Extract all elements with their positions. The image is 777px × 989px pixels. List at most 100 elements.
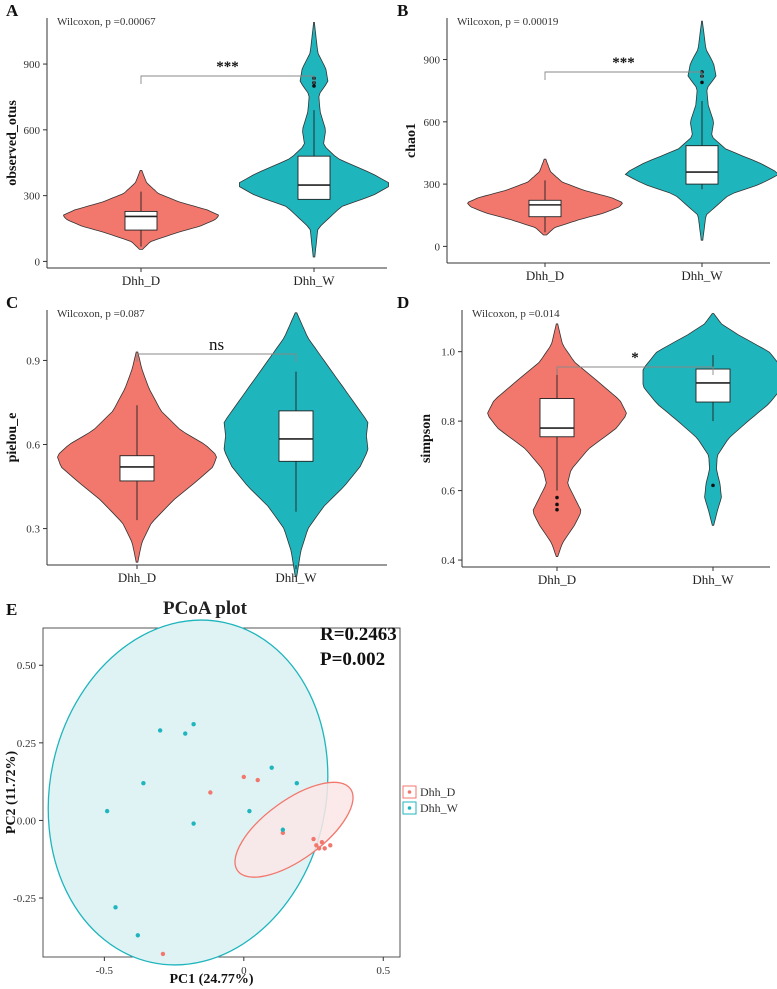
scatter-point-Dhh_W — [247, 808, 252, 814]
p-statistic: P=0.002 — [320, 649, 385, 670]
scatter-point-Dhh_W — [141, 780, 146, 786]
category-label: Dhh_D — [526, 268, 564, 283]
x-axis-label: PC1 (24.77%) — [170, 972, 254, 987]
panel-letter: E — [6, 600, 17, 619]
scatter-point-Dhh_D — [314, 843, 319, 848]
y-axis-label: pielou_e — [5, 413, 20, 463]
wilcoxon-stat-text: Wilcoxon, p =0.014 — [472, 308, 560, 320]
scatter-point-Dhh_D — [241, 774, 247, 780]
y-tick-label: 900 — [24, 59, 41, 71]
panel-letter: C — [6, 293, 18, 312]
scatter-point-Dhh_W — [280, 827, 286, 832]
violin-Dhh_W — [624, 20, 777, 241]
scatter-point-Dhh_D — [280, 830, 286, 836]
wilcoxon-stat-text: Wilcoxon, p =0.00067 — [57, 16, 156, 28]
panel-letter: B — [397, 1, 408, 20]
y-tick-label: 300 — [24, 191, 41, 203]
boxplot-Dhh_D — [528, 199, 562, 218]
category-label: Dhh_W — [275, 570, 317, 585]
panel-letter: D — [397, 293, 409, 312]
legend-marker-Dhh_D — [407, 790, 412, 794]
panel-b-violin-chao1: B 0 300 600 900 chao1 Wilcoxon, p = 0.00019 Dhh… — [397, 1, 777, 283]
x-tick-label: -0.5 — [96, 965, 114, 977]
scatter-point-Dhh_D — [208, 790, 213, 795]
y-tick-label: 0.4 — [441, 555, 455, 567]
significance-bracket — [140, 75, 315, 84]
category-label: Dhh_D — [122, 273, 160, 288]
boxplot-Dhh_D — [124, 210, 158, 231]
legend-label: Dhh_W — [420, 801, 459, 815]
scatter-point-Dhh_W — [294, 780, 300, 786]
category-label: Dhh_W — [293, 273, 335, 288]
y-tick-label: 0.8 — [441, 416, 455, 428]
y-tick-label: 0 — [435, 241, 441, 253]
panel-d-violin-simpson: D 0.4 0.6 0.8 1.0 simpson Wilcoxon, p =0.014 Dh… — [397, 293, 777, 587]
y-tick-label: 900 — [424, 55, 441, 67]
y-tick-label: 0.00 — [17, 815, 37, 827]
boxplot-Dhh_D — [119, 455, 155, 482]
legend: Dhh_D Dhh_W — [402, 785, 459, 815]
scatter-point-Dhh_W — [135, 933, 141, 938]
boxplot-Dhh_W — [685, 145, 719, 185]
scatter-point-Dhh_D — [160, 951, 166, 957]
scatter-point-Dhh_D — [319, 839, 325, 845]
scatter-point-Dhh_W — [191, 821, 196, 826]
boxplot-Dhh_W — [278, 410, 314, 462]
outlier-point — [555, 495, 559, 500]
category-label: Dhh_W — [681, 268, 723, 283]
y-tick-label: 0.6 — [441, 486, 455, 498]
wilcoxon-stat-text: Wilcoxon, p = 0.00019 — [457, 16, 559, 28]
significance-label: ns — [209, 335, 224, 354]
panel-letter: A — [6, 1, 19, 20]
category-label: Dhh_D — [538, 572, 576, 587]
y-tick-label: 300 — [424, 179, 441, 191]
significance-bracket — [544, 71, 703, 80]
y-axis-label: PC2 (11.72%) — [4, 751, 19, 835]
category-label: Dhh_W — [692, 572, 734, 587]
confidence-ellipse-Dhh_D — [234, 781, 354, 878]
outlier-point — [312, 84, 316, 88]
violin-Dhh_W — [642, 313, 777, 526]
panel-c-violin-pielou-e: C 0.3 0.6 0.9 pielou_e Wilcoxon, p =0.087 Dhh_… — [5, 293, 387, 585]
outlier-point — [555, 502, 559, 507]
legend-label: Dhh_D — [420, 785, 456, 799]
y-tick-label: 0.25 — [17, 738, 37, 750]
panel-a-violin-observed-otus: A 0 300 600 900 observed_otus Wilcoxon, p =0.0… — [5, 1, 390, 288]
y-tick-label: 600 — [24, 125, 41, 137]
r-statistic: R=0.2463 — [320, 624, 397, 645]
y-tick-label: 0.9 — [26, 355, 40, 367]
y-tick-label: 0.6 — [26, 440, 40, 452]
scatter-point-Dhh_W — [157, 728, 163, 733]
scatter-point-Dhh_W — [104, 808, 110, 814]
legend-marker-Dhh_W — [407, 806, 412, 810]
y-tick-label: 600 — [424, 117, 441, 129]
scatter-point-Dhh_D — [316, 846, 322, 851]
scatter-point-Dhh_W — [191, 722, 196, 727]
y-tick-label: 0.50 — [17, 660, 37, 672]
scatter-point-Dhh_W — [113, 905, 118, 910]
scatter-point-Dhh_D — [322, 846, 327, 851]
y-axis-label: chao1 — [404, 123, 419, 158]
significance-bracket — [556, 366, 714, 375]
outlier-point — [700, 80, 704, 85]
wilcoxon-stat-text: Wilcoxon, p =0.087 — [57, 308, 145, 320]
scatter-point-Dhh_W — [183, 731, 188, 736]
outlier-point — [555, 507, 559, 512]
significance-label: * — [631, 350, 639, 366]
boxplot-Dhh_W — [297, 155, 331, 200]
scatter-point-Dhh_D — [328, 843, 333, 848]
outlier-point — [711, 483, 715, 488]
x-tick-label: 0 — [241, 965, 247, 977]
y-tick-label: 1.0 — [441, 347, 455, 359]
y-tick-label: -0.25 — [13, 893, 36, 905]
x-tick-label: 0.5 — [376, 965, 390, 977]
significance-bracket — [136, 353, 297, 362]
y-tick-label: 0 — [35, 256, 41, 268]
y-axis-label: observed_otus — [5, 100, 20, 186]
category-label: Dhh_D — [118, 570, 156, 585]
chart-title: PCoA plot — [163, 598, 248, 619]
scatter-point-Dhh_D — [255, 777, 260, 783]
y-tick-label: 0.3 — [26, 524, 40, 536]
significance-label: *** — [216, 59, 239, 75]
